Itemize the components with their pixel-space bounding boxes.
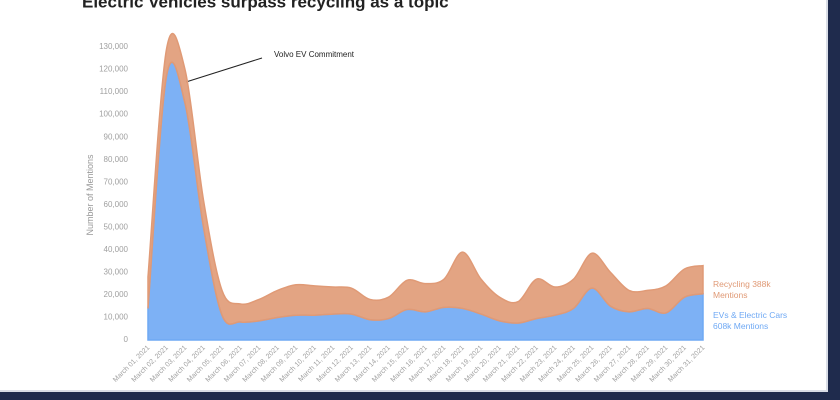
chart: Electric Vehicles surpass recycling as a…: [82, 0, 706, 384]
y-tick-label: 100,000: [99, 110, 128, 119]
y-tick-label: 80,000: [104, 155, 129, 164]
y-tick-label: 20,000: [104, 290, 129, 299]
y-tick-label: 60,000: [104, 200, 129, 209]
y-tick-label: 90,000: [104, 132, 129, 141]
legend-recycling: Recycling 388k Mentions: [713, 279, 771, 300]
y-tick-label: 0: [124, 335, 129, 344]
annotation: Volvo EV Commitment: [274, 50, 355, 59]
annotation-line: [185, 57, 263, 83]
y-tick-label: 110,000: [100, 87, 129, 96]
y-tick-label: 10,000: [104, 313, 129, 322]
y-tick-label: 40,000: [104, 245, 129, 254]
y-tick-label: 70,000: [104, 177, 129, 186]
legend-evs: EVs & Electric Cars 608k Mentions: [713, 310, 788, 331]
y-tick-label: 30,000: [104, 267, 129, 276]
area: [147, 32, 704, 325]
y-axis-label: Number of Mentions: [85, 154, 95, 236]
y-tick-label: 130,000: [99, 42, 128, 51]
y-tick-label: 120,000: [99, 65, 128, 74]
chart-title: Electric Vehicles surpass recycling as a…: [82, 0, 449, 11]
y-tick-label: 50,000: [104, 222, 129, 231]
